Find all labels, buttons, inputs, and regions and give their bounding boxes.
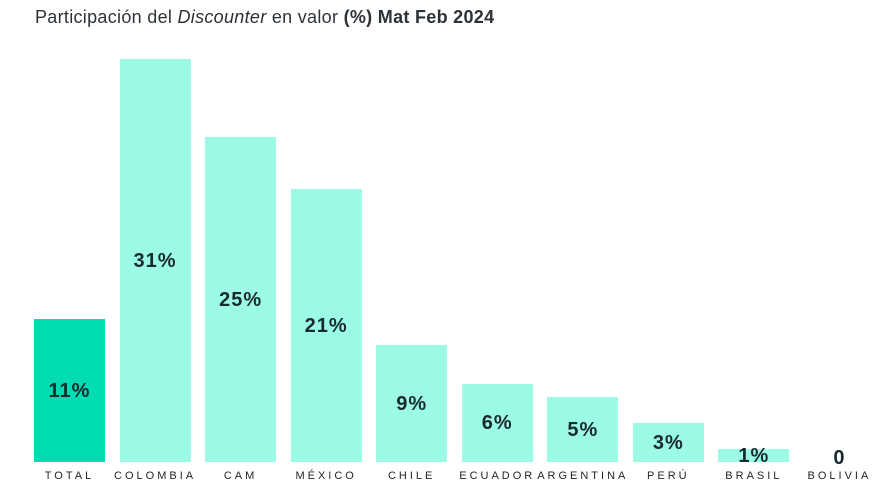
bar bbox=[461, 384, 533, 462]
bar bbox=[376, 345, 448, 462]
bar-column: 9% bbox=[376, 59, 448, 462]
bar-column: 6% bbox=[461, 59, 533, 462]
category-label: ECUADOR bbox=[459, 470, 536, 482]
bar-value-label: 11% bbox=[48, 379, 91, 402]
bar-highlighted bbox=[34, 319, 105, 462]
bar bbox=[119, 59, 191, 462]
bar-column: 11% bbox=[34, 59, 105, 462]
category-label: COLOMBIA bbox=[114, 470, 197, 482]
bar-value-label: 21% bbox=[304, 314, 348, 337]
bar bbox=[290, 189, 362, 462]
bar-column: 5% bbox=[547, 59, 619, 462]
bar-column: 1% bbox=[718, 59, 790, 466]
bar-column: 21% bbox=[290, 59, 362, 462]
bar-column: 0 bbox=[804, 59, 875, 468]
category-label: MÉXICO bbox=[295, 470, 357, 482]
category-axis: TOTAL COLOMBIA CAM MÉXICO CHILE ECUADOR ARGENT… bbox=[34, 470, 875, 482]
chart-title-part-regular2: en valor bbox=[266, 7, 344, 27]
category-label: CHILE bbox=[387, 470, 436, 482]
category-label: CAM bbox=[223, 470, 258, 482]
bar-value-label: 25% bbox=[219, 288, 263, 311]
bar-value-label: 1% bbox=[738, 444, 770, 467]
bar bbox=[205, 137, 277, 462]
bar-value-label: 3% bbox=[652, 431, 684, 454]
chart-title-part-italic: Discounter bbox=[177, 7, 267, 27]
bar-value-label: 5% bbox=[567, 418, 599, 441]
chart-title-part-bold-unit: (%) bbox=[343, 7, 373, 27]
bar-column: 3% bbox=[632, 59, 704, 462]
category-label: TOTAL bbox=[44, 470, 95, 482]
chart-title: Participación del Discounter en valor (%… bbox=[35, 7, 494, 28]
bar-column: 25% bbox=[205, 59, 277, 462]
bar bbox=[547, 397, 619, 462]
chart-title-part-regular: Participación del bbox=[35, 7, 178, 27]
bar-value-label: 9% bbox=[396, 392, 428, 415]
category-label: BRASIL bbox=[725, 470, 783, 482]
category-label: ARGENTINA bbox=[537, 470, 629, 482]
bar bbox=[718, 449, 790, 462]
category-label: PERÚ bbox=[647, 470, 690, 482]
bar-column: 31% bbox=[119, 59, 191, 462]
bar-value-label: 0 bbox=[833, 447, 846, 469]
category-label: BOLIVIA bbox=[807, 470, 872, 482]
bar bbox=[632, 423, 704, 462]
bar-value-label: 6% bbox=[481, 412, 513, 434]
bar-value-label: 31% bbox=[133, 249, 177, 272]
bar-chart-plot-area: 11% 31% 25% 21% 9% 6% 5% 3% 1% 0 bbox=[34, 59, 875, 468]
chart-title-part-bold-period: Mat Feb 2024 bbox=[372, 7, 495, 27]
